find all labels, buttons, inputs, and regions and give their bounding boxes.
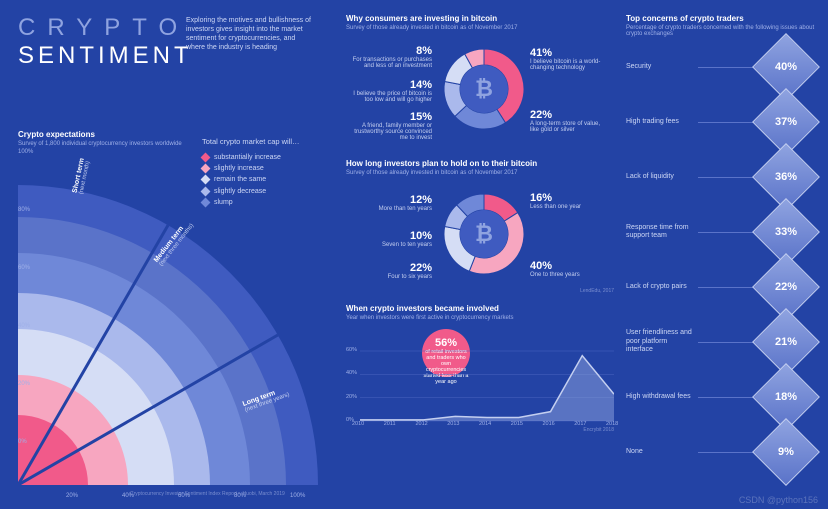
concern-label: Lack of liquidity xyxy=(626,173,698,181)
concerns-sub: Percentage of crypto traders concerned w… xyxy=(626,25,818,37)
concern-row: High trading fees37% xyxy=(626,98,818,146)
donut-callout: 22%A long-term store of value, like gold… xyxy=(530,109,610,133)
concern-row: User friendliness and poor platform inte… xyxy=(626,318,818,366)
x-tick: 20% xyxy=(66,493,78,499)
concern-pct: 40% xyxy=(775,61,797,73)
hold-donut: ₿ 16%Less than one year 40%One to three ye… xyxy=(346,182,614,294)
concern-row: High withdrawal fees18% xyxy=(626,373,818,421)
concern-label: None xyxy=(626,448,698,456)
concern-line: 36% xyxy=(698,177,818,178)
donut-callout: 16%Less than one year xyxy=(530,192,610,210)
expectations-footnote: Cryptocurrency Investor Sentiment Index … xyxy=(130,491,285,497)
concern-label: High withdrawal fees xyxy=(626,393,698,401)
intro-text: Exploring the motives and bullishness of… xyxy=(186,16,316,52)
concern-row: Lack of liquidity36% xyxy=(626,153,818,201)
concerns-section: Top concerns of crypto traders Percentag… xyxy=(620,0,828,509)
timeline-footnote: Encrybit 2018 xyxy=(346,427,614,433)
concern-pct: 36% xyxy=(775,171,797,183)
bitcoin-icon: ₿ xyxy=(475,221,493,246)
y-tick: 20% xyxy=(346,394,357,400)
y-tick: 60% xyxy=(346,347,357,353)
y-tick: 100% xyxy=(18,149,33,155)
concern-label: Lack of crypto pairs xyxy=(626,283,698,291)
why-sub: Survey of those already invested in bitc… xyxy=(346,25,614,31)
concern-line: 22% xyxy=(698,287,818,288)
concern-pct: 9% xyxy=(778,446,794,458)
concern-line: 18% xyxy=(698,397,818,398)
concern-pct: 18% xyxy=(775,391,797,403)
concern-row: Lack of crypto pairs22% xyxy=(626,263,818,311)
concern-line: 33% xyxy=(698,232,818,233)
concern-pct: 37% xyxy=(775,116,797,128)
why-block: Why consumers are investing in bitcoin S… xyxy=(346,14,614,149)
hold-footnote: LendEdu, 2017 xyxy=(346,288,614,294)
why-donut: ₿ 41%I believe bitcoin is a world-changin… xyxy=(346,37,614,149)
watermark: CSDN @python156 xyxy=(739,495,818,505)
concern-row: None9% xyxy=(626,428,818,476)
concern-pct: 21% xyxy=(775,336,797,348)
why-heading: Why consumers are investing in bitcoin xyxy=(346,14,614,23)
concern-label: Response time from support team xyxy=(626,224,698,241)
concern-label: User friendliness and poor platform inte… xyxy=(626,329,698,354)
donut-callout: 22%Four to six years xyxy=(352,262,432,280)
concerns-heading: Top concerns of crypto traders xyxy=(626,14,818,23)
concern-row: Security40% xyxy=(626,43,818,91)
donut-callout: 15%A friend, family member or trustworth… xyxy=(352,111,432,141)
term-label: Long term(next three years) xyxy=(242,385,291,413)
concern-line: 9% xyxy=(698,452,818,453)
donut-callout: 10%Seven to ten years xyxy=(352,230,432,248)
y-tick: 20% xyxy=(18,381,30,387)
concern-line: 21% xyxy=(698,342,818,343)
donut-callout: 40%One to three years xyxy=(530,260,610,278)
y-tick: 40% xyxy=(346,370,357,376)
y-tick: 0% xyxy=(18,439,27,445)
term-label: Medium term(next three months) xyxy=(153,218,195,267)
concern-line: 40% xyxy=(698,67,818,68)
timeline-sub: Year when investors were first active in… xyxy=(346,315,614,321)
term-label: Short term(next month) xyxy=(72,158,92,195)
fan-labels: 20%40%60%80%100%100%80%60%40%20%0%Short … xyxy=(18,139,318,499)
y-tick: 60% xyxy=(18,265,30,271)
timeline-heading: When crypto investors became involved xyxy=(346,304,614,313)
concern-pct: 33% xyxy=(775,226,797,238)
hold-heading: How long investors plan to hold on to th… xyxy=(346,159,614,168)
concern-row: Response time from support team33% xyxy=(626,208,818,256)
hold-sub: Survey of those already invested in bitc… xyxy=(346,170,614,176)
hold-block: How long investors plan to hold on to th… xyxy=(346,159,614,294)
concern-diamond: 9% xyxy=(752,418,820,486)
concern-pct: 22% xyxy=(775,281,797,293)
donut-callout: 14%I believe the price of bitcoin is too… xyxy=(352,79,432,103)
donut-callout: 8%For transactions or purchases and less… xyxy=(352,45,432,69)
x-tick: 100% xyxy=(290,493,305,499)
bitcoin-icon: ₿ xyxy=(475,76,493,101)
concern-line: 37% xyxy=(698,122,818,123)
timeline-block: When crypto investors became involved Ye… xyxy=(346,304,614,433)
donut-callout: 12%More than ten years xyxy=(352,194,432,212)
concern-label: Security xyxy=(626,63,698,71)
concern-label: High trading fees xyxy=(626,118,698,126)
y-tick: 40% xyxy=(18,323,30,329)
donut-callout: 41%I believe bitcoin is a world-changing… xyxy=(530,47,610,71)
y-tick: 0% xyxy=(346,417,354,423)
timeline-chart: 56% of retail investors and traders who … xyxy=(346,327,614,427)
y-tick: 80% xyxy=(18,207,30,213)
